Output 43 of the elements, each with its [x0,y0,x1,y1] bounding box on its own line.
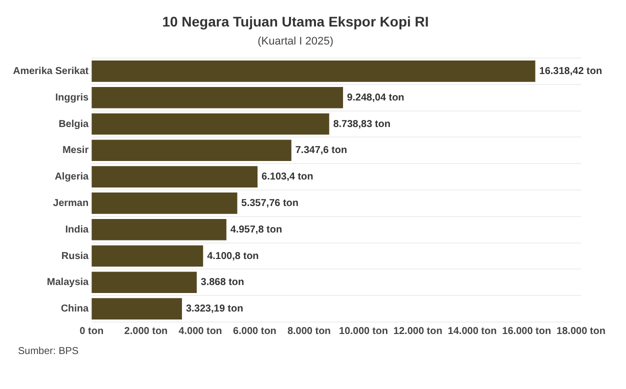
x-tick-label: 8.000 ton [287,326,331,337]
bar [92,272,197,294]
y-tick-label: Algeria [54,172,90,183]
data-label: 16.318,42 ton [539,66,602,77]
data-label: 4.957,8 ton [230,224,282,236]
y-tick-label: Mesir [62,145,89,156]
x-tick-label: 6.000 ton [233,326,276,337]
bar [92,140,292,162]
data-label: 7.347,6 ton [295,145,348,156]
data-label: 5.357,76 ton [241,198,299,209]
x-tick-label: 2.000 ton [124,326,168,337]
x-tick-label: 12.000 ton [393,326,442,337]
data-label: 8.738,83 ton [333,118,390,130]
y-tick-label: Malaysia [46,277,90,288]
bar [92,218,226,240]
y-tick-label: China [60,304,90,315]
bar [92,245,204,267]
chart-subtitle: (Kuartal I 2025) [258,35,334,48]
y-tick-label: Belgia [58,118,90,130]
bar [92,298,182,320]
data-label: 9.248,04 ton [347,92,404,104]
x-tick-label: 14.000 ton [448,326,497,337]
y-tick-label: Amerika Serikat [12,66,90,77]
x-tick-label: 18.000 ton [556,326,606,337]
bar [92,113,330,135]
chart-title: 10 Negara Tujuan Utama Ekspor Kopi RI [162,13,429,30]
bar [92,86,344,108]
bar [92,166,258,188]
data-label: 3.868 ton [200,277,244,288]
x-tick-label: 0 ton [80,326,104,337]
data-label: 6.103,4 ton [262,172,314,183]
x-tick-label: 16.000 ton [502,326,552,337]
y-tick-label: Inggris [55,92,90,104]
data-label: 4.100,8 ton [207,250,259,262]
bar [92,192,238,214]
text: Sumber: BPS [18,346,79,357]
x-tick-label: 10.000 ton [339,326,388,337]
data-label: 3.323,19 ton [186,304,244,315]
y-tick-label: Jerman [53,198,89,209]
y-tick-label: India [65,224,90,236]
x-tick-label: 4.000 ton [178,326,222,337]
y-tick-label: Rusia [61,250,90,262]
bar [92,60,536,82]
